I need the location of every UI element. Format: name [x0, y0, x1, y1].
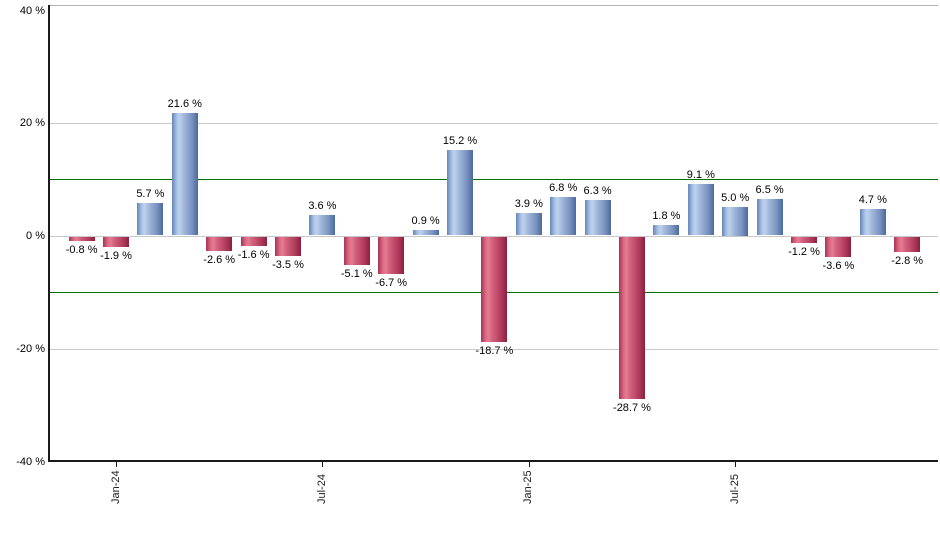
bar-value-label: 6.8 %: [549, 182, 578, 195]
bar-value-label: -18.7 %: [475, 345, 514, 358]
x-axis-tick: [322, 462, 324, 467]
bar-negative: [103, 236, 129, 248]
bar-positive: [171, 113, 198, 236]
bar-negative: [206, 236, 233, 252]
y-axis-line: [48, 4, 50, 462]
x-axis-tick: [528, 462, 530, 467]
bar-value-label: 3.9 %: [514, 198, 543, 211]
bar-value-label: 9.1 %: [686, 169, 715, 182]
x-axis-label: Jan-24: [109, 470, 122, 504]
bar-value-label: -3.6 %: [822, 259, 855, 272]
bar-value-label: 5.0 %: [721, 192, 750, 205]
y-axis-label: -40 %: [16, 455, 45, 468]
x-axis-line: [48, 460, 938, 462]
x-axis-tick: [735, 462, 737, 467]
bar-value-label: 1.8 %: [652, 210, 681, 223]
bar-negative: [343, 236, 370, 266]
bar-negative: [275, 236, 301, 257]
bar-value-label: -6.7 %: [375, 277, 408, 290]
bar-negative: [378, 236, 405, 275]
x-axis-tick: [116, 462, 117, 467]
bar-positive: [584, 199, 611, 236]
x-axis-label: Jan-25: [522, 470, 535, 504]
bar-value-label: -1.9 %: [100, 250, 132, 263]
bar-positive: [447, 149, 473, 236]
bar-positive: [550, 197, 577, 236]
bar-value-label: 21.6 %: [167, 98, 202, 111]
bar-positive: [515, 213, 542, 236]
bar-value-label: 3.6 %: [308, 200, 337, 213]
bar-negative: [240, 236, 267, 246]
bar-value-label: 0.9 %: [411, 215, 440, 228]
x-axis-label: Jul-24: [315, 474, 328, 504]
bar-negative: [825, 236, 852, 257]
bar-value-label: 6.3 %: [583, 184, 612, 197]
bar-negative: [894, 236, 921, 253]
bar-positive: [722, 207, 749, 236]
bar-positive: [859, 208, 886, 236]
bar-negative: [791, 236, 817, 244]
y-axis-label: -20 %: [16, 342, 45, 355]
bar-positive: [756, 198, 783, 236]
bar-positive: [309, 215, 336, 236]
bar-positive: [137, 203, 164, 236]
zero-line: [49, 235, 938, 237]
bar-negative: [68, 236, 95, 242]
bar-value-label: -0.8 %: [65, 244, 98, 257]
bar-value-label: -5.1 %: [340, 268, 373, 281]
bar-positive: [653, 225, 680, 236]
bar-value-label: -1.6 %: [237, 248, 270, 261]
y-axis-label: 40 %: [19, 5, 45, 17]
bar-value-label: 6.5 %: [755, 183, 784, 196]
gridline-20pct: [49, 122, 938, 124]
bar-value-label: -2.8 %: [891, 255, 924, 268]
bar-value-label: 4.7 %: [858, 193, 887, 206]
x-axis-label: Jul-25: [728, 474, 741, 504]
gridline--20pct: [49, 348, 938, 350]
bar-value-label: 5.7 %: [136, 188, 165, 201]
gridline-top: [49, 4, 938, 6]
bar-negative: [481, 236, 508, 343]
bar-value-label: -28.7 %: [613, 401, 651, 414]
bar-value-label: -2.6 %: [203, 254, 236, 267]
y-axis-label: 0 %: [26, 229, 45, 242]
y-axis-label: 20 %: [19, 116, 45, 129]
bar-value-label: -1.2 %: [788, 246, 820, 259]
reference-line-10pct: [49, 179, 938, 180]
bar-value-label: -3.5 %: [272, 259, 304, 272]
bar-value-label: 15.2 %: [442, 134, 478, 147]
bar-positive: [687, 184, 714, 236]
bar-positive: [412, 230, 439, 236]
bar-negative: [619, 236, 645, 399]
